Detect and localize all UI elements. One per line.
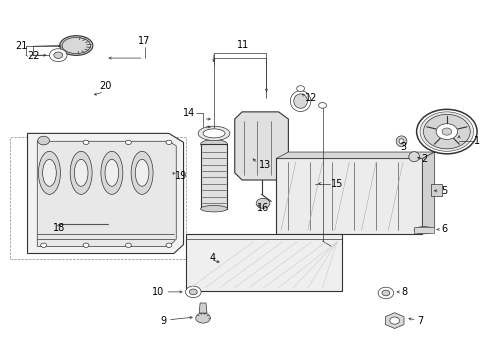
Circle shape bbox=[435, 124, 457, 139]
Text: 19: 19 bbox=[175, 171, 187, 181]
Ellipse shape bbox=[131, 151, 153, 194]
Text: 4: 4 bbox=[209, 253, 215, 263]
Polygon shape bbox=[199, 303, 206, 313]
Ellipse shape bbox=[413, 226, 433, 234]
Ellipse shape bbox=[293, 94, 307, 108]
Circle shape bbox=[296, 86, 304, 91]
Ellipse shape bbox=[408, 152, 419, 162]
Ellipse shape bbox=[198, 126, 229, 140]
Ellipse shape bbox=[395, 136, 406, 147]
Polygon shape bbox=[385, 313, 403, 328]
Ellipse shape bbox=[200, 140, 227, 149]
Ellipse shape bbox=[101, 151, 122, 194]
Text: 9: 9 bbox=[160, 316, 166, 325]
Circle shape bbox=[416, 109, 476, 154]
Text: 20: 20 bbox=[99, 81, 111, 91]
Ellipse shape bbox=[195, 313, 210, 323]
Ellipse shape bbox=[62, 37, 90, 54]
Ellipse shape bbox=[74, 159, 88, 186]
Polygon shape bbox=[185, 234, 341, 291]
Circle shape bbox=[389, 317, 399, 324]
Text: 14: 14 bbox=[182, 108, 194, 118]
Text: 10: 10 bbox=[151, 287, 163, 297]
Polygon shape bbox=[430, 184, 442, 196]
Circle shape bbox=[38, 136, 49, 145]
Ellipse shape bbox=[39, 151, 61, 194]
Circle shape bbox=[185, 286, 201, 298]
Circle shape bbox=[419, 112, 473, 151]
Circle shape bbox=[165, 140, 171, 144]
Polygon shape bbox=[27, 134, 183, 253]
Text: 1: 1 bbox=[473, 136, 479, 145]
Text: 13: 13 bbox=[259, 159, 271, 170]
Circle shape bbox=[125, 243, 131, 247]
Polygon shape bbox=[276, 158, 422, 234]
Polygon shape bbox=[200, 144, 227, 209]
Circle shape bbox=[49, 49, 67, 62]
Circle shape bbox=[377, 287, 393, 299]
Ellipse shape bbox=[290, 91, 310, 112]
Circle shape bbox=[318, 103, 326, 108]
Text: 15: 15 bbox=[330, 179, 343, 189]
Ellipse shape bbox=[60, 36, 93, 55]
Circle shape bbox=[54, 52, 62, 58]
Polygon shape bbox=[234, 112, 288, 180]
Text: 21: 21 bbox=[15, 41, 28, 51]
Circle shape bbox=[165, 243, 171, 247]
Ellipse shape bbox=[42, 159, 56, 186]
Circle shape bbox=[41, 140, 46, 144]
Polygon shape bbox=[413, 227, 433, 233]
Ellipse shape bbox=[105, 159, 119, 186]
Text: 2: 2 bbox=[420, 154, 427, 164]
Text: 7: 7 bbox=[417, 316, 423, 325]
Circle shape bbox=[83, 243, 89, 247]
Text: 22: 22 bbox=[27, 51, 40, 61]
Text: 5: 5 bbox=[440, 186, 447, 197]
Polygon shape bbox=[422, 152, 434, 234]
Ellipse shape bbox=[398, 139, 403, 144]
Text: 18: 18 bbox=[53, 223, 65, 233]
Circle shape bbox=[441, 128, 451, 135]
Circle shape bbox=[125, 140, 131, 144]
Ellipse shape bbox=[203, 129, 224, 138]
Ellipse shape bbox=[70, 151, 92, 194]
Polygon shape bbox=[37, 141, 176, 246]
Circle shape bbox=[423, 114, 469, 149]
Text: 16: 16 bbox=[256, 203, 268, 213]
Text: 12: 12 bbox=[305, 93, 317, 103]
Circle shape bbox=[256, 198, 269, 208]
Text: 8: 8 bbox=[401, 287, 407, 297]
Circle shape bbox=[381, 290, 389, 296]
Text: 3: 3 bbox=[400, 142, 406, 152]
Text: 17: 17 bbox=[138, 36, 150, 45]
Circle shape bbox=[41, 243, 46, 247]
Circle shape bbox=[83, 140, 89, 144]
Text: 6: 6 bbox=[440, 225, 446, 234]
Circle shape bbox=[189, 289, 197, 295]
Ellipse shape bbox=[135, 159, 149, 186]
Text: 11: 11 bbox=[237, 40, 249, 50]
Polygon shape bbox=[276, 152, 434, 158]
Ellipse shape bbox=[200, 206, 227, 212]
